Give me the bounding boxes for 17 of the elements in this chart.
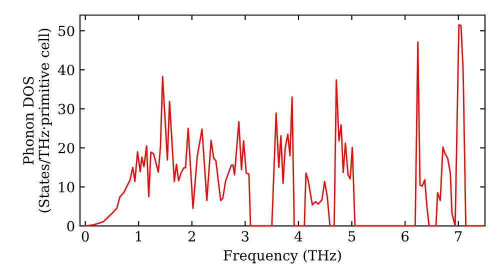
x-tick-label: 7	[455, 231, 462, 242]
x-tick-label: 1	[136, 231, 142, 242]
x-tick-label: 6	[402, 231, 409, 242]
x-tick-label: 2	[188, 231, 195, 242]
y-tick-label: 50	[58, 26, 74, 36]
y-tick-label: 20	[58, 142, 74, 154]
x-axis-title: Frequency (THz)	[224, 250, 341, 264]
line-series	[84, 24, 484, 227]
x-tick-label: 4	[294, 231, 302, 242]
y-tick-label: 30	[58, 104, 74, 114]
y-axis-title: Phonon DOS (States/THz·primitive cell)	[22, 28, 52, 212]
y-tick-label: 0	[67, 220, 74, 232]
x-tick-label: 3	[242, 231, 249, 242]
y-tick-label: 40	[58, 64, 74, 76]
x-tick-label: 5	[348, 231, 356, 242]
y-tick-label: 10	[59, 182, 74, 192]
x-tick-label: 0	[82, 231, 89, 242]
